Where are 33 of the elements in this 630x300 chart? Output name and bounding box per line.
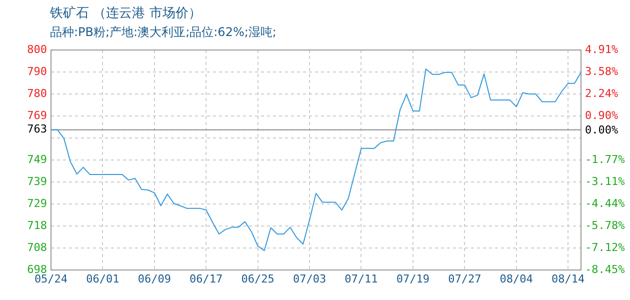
y2-tick-label: 2.24% <box>585 86 618 100</box>
y2-tick-label: -5.78% <box>585 218 626 232</box>
y2-tick-label: 3.58% <box>585 64 618 78</box>
y-tick-label: 763 <box>27 122 47 136</box>
x-tick-label: 08/14 <box>552 272 585 286</box>
x-tick-label: 07/03 <box>292 272 326 286</box>
y-tick-label: 749 <box>27 152 47 166</box>
chart-title: 铁矿石 （连云港 市场价） <box>50 5 202 22</box>
y-tick-label: 800 <box>27 42 47 56</box>
x-tick-label: 06/25 <box>241 272 274 286</box>
y-tick-label: 780 <box>27 86 47 100</box>
y-tick-label: 769 <box>27 108 47 122</box>
y2-tick-label: -4.44% <box>585 196 626 210</box>
x-tick-label: 08/04 <box>500 272 534 286</box>
x-tick-label: 06/09 <box>138 272 171 286</box>
x-tick-label: 06/17 <box>190 272 223 286</box>
chart-subtitle: 品种:PB粉;产地:澳大利亚;品位:62%;湿吨; <box>50 24 276 41</box>
y2-tick-label: 0.00% <box>585 124 618 137</box>
y-tick-label: 739 <box>27 174 47 188</box>
y-tick-label: 708 <box>27 240 47 254</box>
y-tick-label: 790 <box>27 64 47 78</box>
y2-tick-label: 4.91% <box>585 42 618 56</box>
y2-tick-label: -3.11% <box>585 174 626 188</box>
y2-tick-label: -7.12% <box>585 240 626 254</box>
y-tick-label: 729 <box>27 196 47 210</box>
x-tick-label: 06/01 <box>86 272 120 286</box>
y2-tick-label: -1.77% <box>585 152 626 166</box>
x-tick-label: 07/19 <box>396 272 430 286</box>
y2-tick-label: -8.45% <box>585 262 626 276</box>
y2-tick-label: 0.90% <box>585 108 618 122</box>
y-tick-label: 718 <box>27 218 47 232</box>
x-tick-label: 07/11 <box>344 272 378 286</box>
x-tick-label: 07/27 <box>448 272 482 286</box>
